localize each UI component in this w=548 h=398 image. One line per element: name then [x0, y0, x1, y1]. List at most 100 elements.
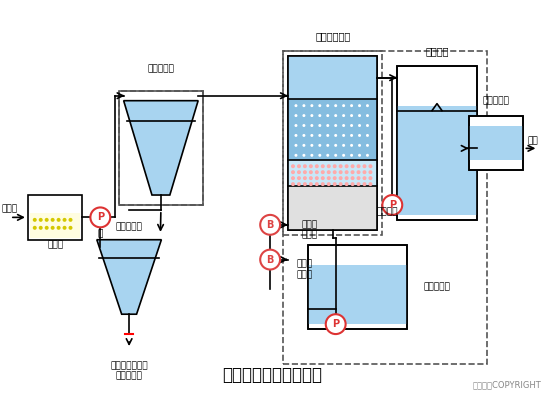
Text: 放流: 放流 — [528, 136, 539, 145]
Circle shape — [309, 182, 313, 186]
Text: 處理水池: 處理水池 — [425, 46, 449, 56]
Circle shape — [310, 114, 313, 117]
Text: 投氧混合池: 投氧混合池 — [483, 96, 510, 105]
Circle shape — [351, 182, 355, 186]
Circle shape — [333, 182, 336, 186]
Text: 曝氣生物濾池: 曝氣生物濾池 — [315, 31, 350, 41]
Circle shape — [339, 176, 342, 180]
Text: 污泥處理設備或
系統外排放: 污泥處理設備或 系統外排放 — [110, 361, 148, 380]
Circle shape — [309, 176, 313, 180]
Circle shape — [342, 104, 345, 107]
Circle shape — [33, 218, 37, 222]
Circle shape — [342, 114, 345, 117]
Text: B: B — [266, 220, 274, 230]
Text: 反沖用
空壓機: 反沖用 空壓機 — [302, 220, 318, 240]
Circle shape — [350, 134, 353, 137]
Circle shape — [62, 226, 66, 230]
Circle shape — [363, 164, 367, 168]
Circle shape — [334, 144, 337, 147]
Circle shape — [45, 218, 49, 222]
Circle shape — [334, 154, 337, 157]
Circle shape — [345, 176, 349, 180]
Bar — [283, 51, 383, 235]
Circle shape — [326, 144, 329, 147]
Circle shape — [310, 124, 313, 127]
Circle shape — [339, 182, 342, 186]
Circle shape — [350, 144, 353, 147]
Circle shape — [363, 182, 367, 186]
Circle shape — [321, 176, 325, 180]
Polygon shape — [97, 240, 162, 314]
Circle shape — [315, 176, 319, 180]
Text: 初次沉淀池: 初次沉淀池 — [147, 64, 174, 73]
Circle shape — [291, 176, 295, 180]
Circle shape — [309, 170, 313, 174]
Text: 泵: 泵 — [98, 230, 103, 239]
Circle shape — [260, 250, 280, 269]
Circle shape — [358, 124, 361, 127]
Circle shape — [358, 154, 361, 157]
Bar — [308, 245, 407, 329]
Circle shape — [291, 164, 295, 168]
Circle shape — [358, 104, 361, 107]
Circle shape — [339, 164, 342, 168]
Bar — [469, 125, 523, 160]
Circle shape — [326, 124, 329, 127]
Circle shape — [310, 144, 313, 147]
Polygon shape — [124, 101, 198, 195]
Circle shape — [366, 124, 369, 127]
Circle shape — [302, 134, 305, 137]
Text: 沉砂池: 沉砂池 — [47, 240, 63, 249]
Circle shape — [357, 164, 361, 168]
Circle shape — [368, 176, 373, 180]
Text: 污泥濃縮池: 污泥濃縮池 — [116, 222, 142, 231]
Circle shape — [62, 218, 66, 222]
Circle shape — [297, 176, 301, 180]
Circle shape — [302, 144, 305, 147]
Text: B: B — [266, 255, 274, 265]
Circle shape — [294, 154, 298, 157]
Circle shape — [90, 207, 110, 227]
Bar — [308, 265, 407, 324]
Circle shape — [318, 134, 321, 137]
Circle shape — [351, 170, 355, 174]
Circle shape — [345, 164, 349, 168]
Circle shape — [357, 170, 361, 174]
Circle shape — [351, 176, 355, 180]
Circle shape — [363, 170, 367, 174]
Circle shape — [358, 134, 361, 137]
Bar — [288, 56, 378, 230]
Circle shape — [326, 114, 329, 117]
Text: P: P — [332, 319, 339, 329]
Circle shape — [302, 114, 305, 117]
Bar — [397, 66, 477, 220]
Circle shape — [350, 124, 353, 127]
Circle shape — [342, 154, 345, 157]
Circle shape — [297, 164, 301, 168]
Circle shape — [358, 144, 361, 147]
Circle shape — [368, 164, 373, 168]
Circle shape — [333, 164, 336, 168]
Circle shape — [326, 314, 346, 334]
Circle shape — [321, 182, 325, 186]
Circle shape — [294, 124, 298, 127]
Circle shape — [350, 104, 353, 107]
Circle shape — [366, 114, 369, 117]
Circle shape — [318, 144, 321, 147]
Text: 反沖洗水: 反沖洗水 — [376, 207, 398, 217]
Circle shape — [350, 154, 353, 157]
Circle shape — [334, 124, 337, 127]
Text: 反沖洗水池: 反沖洗水池 — [424, 283, 450, 291]
Circle shape — [318, 124, 321, 127]
Circle shape — [339, 170, 342, 174]
Circle shape — [294, 134, 298, 137]
Circle shape — [357, 182, 361, 186]
Circle shape — [327, 164, 331, 168]
Bar — [119, 91, 203, 205]
Circle shape — [310, 154, 313, 157]
Circle shape — [297, 170, 301, 174]
Circle shape — [318, 104, 321, 107]
Bar — [288, 160, 378, 186]
Bar — [288, 186, 378, 230]
Circle shape — [334, 134, 337, 137]
